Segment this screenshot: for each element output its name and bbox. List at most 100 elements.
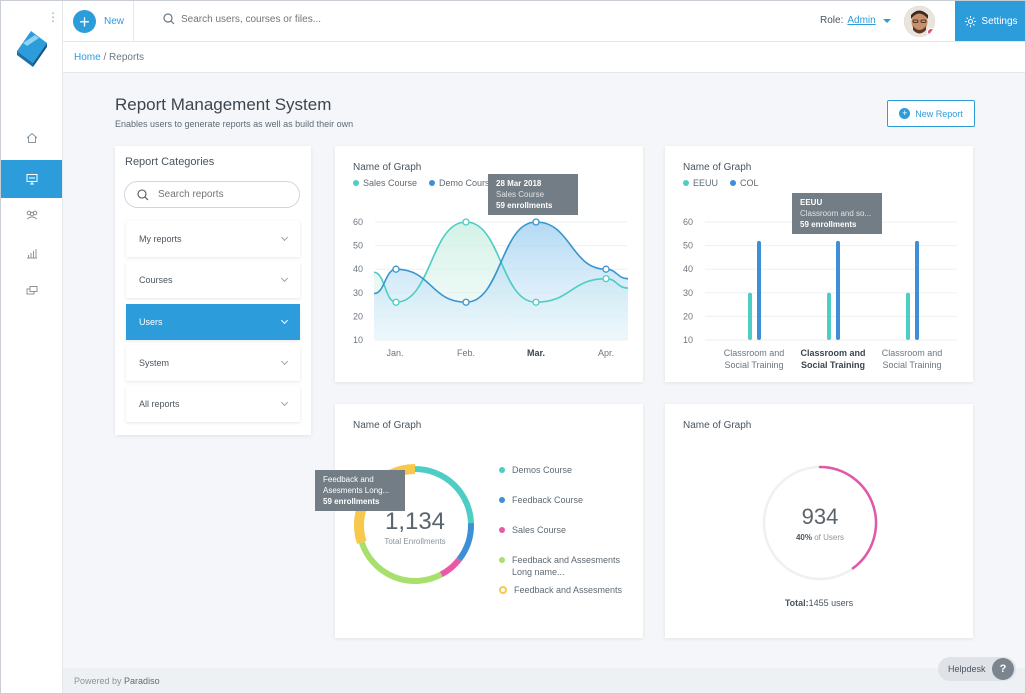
search-icon xyxy=(137,188,149,200)
footer: Powered by Paradiso xyxy=(63,668,1025,693)
gauge-total-value: 1455 users xyxy=(808,598,854,608)
category-label: All reports xyxy=(139,399,180,409)
data-point xyxy=(602,265,610,273)
breadcrumb-home[interactable]: Home xyxy=(74,52,101,63)
nav-home[interactable] xyxy=(1,119,62,157)
bar xyxy=(915,240,919,340)
nav-analytics[interactable] xyxy=(1,234,62,272)
x-tick-label: Mar. xyxy=(527,348,545,358)
x-tick-label: Social Training xyxy=(724,360,783,370)
legend-dot xyxy=(499,467,505,473)
legend-item: Sales Course xyxy=(353,178,417,188)
global-search-input[interactable] xyxy=(181,13,381,25)
gauge-percent-label: of Users xyxy=(814,533,845,542)
user-avatar[interactable] xyxy=(904,6,935,37)
category-courses[interactable]: Courses xyxy=(126,262,300,298)
legend-label: Sales Course xyxy=(363,178,418,188)
gauge-total-label: Total: xyxy=(784,598,809,608)
legend-item: Feedback and Assesments xyxy=(499,584,639,596)
settings-button[interactable]: Settings xyxy=(955,1,1025,41)
bar xyxy=(827,292,831,340)
y-tick-label: 40 xyxy=(353,264,363,274)
x-tick-label: Social Training xyxy=(801,360,865,370)
legend-label: Feedback and Assesments xyxy=(514,585,623,595)
data-point xyxy=(392,298,400,306)
y-tick-label: 20 xyxy=(683,311,693,321)
category-all-reports[interactable]: All reports xyxy=(126,386,300,422)
helpdesk-label: Helpdesk xyxy=(948,664,986,674)
tooltip-value: 59 enrollments xyxy=(496,201,553,210)
chevron-down-icon xyxy=(280,357,289,366)
tooltip-title: EEUU xyxy=(800,198,823,207)
data-point xyxy=(392,265,400,273)
bar-chart-icon xyxy=(26,249,37,259)
helpdesk-button[interactable]: Helpdesk ? xyxy=(938,657,1016,681)
y-tick-label: 60 xyxy=(683,217,693,227)
x-tick-label: Classroom and xyxy=(724,348,785,358)
plus-icon: + xyxy=(73,10,96,33)
line-chart-card: Name of Graph Sales Course Demo Course 1… xyxy=(335,146,643,382)
legend-label: Feedback Course xyxy=(512,495,584,505)
new-report-button[interactable]: + New Report xyxy=(887,100,975,127)
bar xyxy=(757,240,761,340)
gauge-total: Total:1455 users xyxy=(665,598,973,608)
donut-center: 1,134 Total Enrollments xyxy=(365,508,465,546)
category-my-reports[interactable]: My reports xyxy=(126,221,300,257)
gauge-value: 934 xyxy=(801,504,839,529)
bar xyxy=(748,292,752,340)
chart-tooltip: EEUU Classroom and so... 59 enrollments xyxy=(792,193,882,234)
kebab-menu-icon[interactable]: ⋮ xyxy=(47,10,59,24)
nav-users[interactable] xyxy=(1,196,62,234)
donut-total-label: Total Enrollments xyxy=(384,537,446,546)
bar xyxy=(836,240,840,340)
role-value-link[interactable]: Admin xyxy=(847,15,876,26)
chart-title: Name of Graph xyxy=(353,162,422,173)
left-rail: ⋮ xyxy=(1,1,63,693)
nav-reports[interactable] xyxy=(1,160,62,198)
category-label: My reports xyxy=(139,234,182,244)
x-tick-label: Classroom and xyxy=(800,348,865,358)
nav-messages[interactable] xyxy=(1,272,62,310)
data-point xyxy=(462,298,470,306)
category-users[interactable]: Users xyxy=(126,304,300,340)
logo xyxy=(17,31,47,67)
role-label: Role: xyxy=(820,15,844,26)
users-icon xyxy=(26,210,37,220)
data-point xyxy=(532,298,540,306)
donut-slice xyxy=(358,541,443,584)
legend-dot xyxy=(499,557,505,563)
category-system[interactable]: System xyxy=(126,345,300,381)
legend-label: Feedback and Assesments Long name... xyxy=(512,555,621,577)
donut-chart-card: Name of Graph 1,134 Total Enrollments De… xyxy=(315,404,643,638)
category-label: Users xyxy=(139,317,163,327)
breadcrumb-current: Reports xyxy=(109,52,145,63)
gauge-chart xyxy=(762,465,878,581)
legend-dot xyxy=(429,180,436,186)
gauge-percent: 40% xyxy=(795,533,812,542)
bar-chart: 10 20 30 40 50 60 Classroom and Social Trainin… xyxy=(683,217,957,370)
chart-title: Name of Graph xyxy=(353,420,422,431)
new-button-label: New xyxy=(104,16,125,27)
legend-label: Demo Course xyxy=(439,178,495,188)
chevron-down-icon xyxy=(280,233,289,242)
tooltip-title: 28 Mar 2018 xyxy=(496,179,542,188)
legend-item: Feedback and Assesments Long name... xyxy=(499,554,624,578)
new-report-label: New Report xyxy=(915,108,963,119)
new-button[interactable]: + New xyxy=(73,10,124,33)
gauge-arc xyxy=(818,465,878,570)
y-tick-label: 30 xyxy=(683,288,693,298)
breadcrumb: Home / Reports xyxy=(63,42,1025,73)
chevron-down-icon xyxy=(280,274,289,283)
legend-dot xyxy=(353,180,359,186)
legend-dot xyxy=(499,527,505,533)
gauge-percent-line: 40% of Users xyxy=(770,533,870,542)
reports-search-input[interactable] xyxy=(158,189,278,200)
role-selector[interactable]: Role: Admin xyxy=(820,15,891,26)
donut-slice xyxy=(414,466,474,524)
data-point xyxy=(532,218,540,226)
divider xyxy=(133,1,134,41)
legend-item: Sales Course xyxy=(499,524,639,536)
report-categories-title: Report Categories xyxy=(125,156,215,168)
report-categories-panel: Report Categories My reports Courses Use… xyxy=(115,146,311,435)
